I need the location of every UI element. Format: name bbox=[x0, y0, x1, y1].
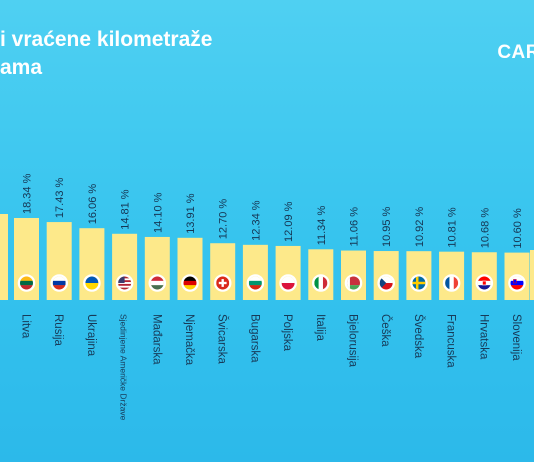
category-label-svicarska: Švicarska bbox=[216, 314, 229, 364]
sweden-flag-icon bbox=[412, 276, 426, 290]
category-label-bjelorusija: Bjelorusija bbox=[347, 314, 359, 368]
value-label-bugarska: 12.34 % bbox=[250, 200, 262, 241]
value-label-francuska: 10.81 % bbox=[447, 207, 459, 248]
value-label-hrvatska: 10.68 % bbox=[479, 208, 491, 249]
chart-title-line-2: ama bbox=[0, 56, 43, 79]
germany-flag-icon bbox=[183, 276, 197, 290]
value-label-svicarska: 12.70 % bbox=[218, 199, 230, 240]
value-label-ma-arska: 14.10 % bbox=[152, 192, 164, 233]
bulgaria-flag-icon bbox=[248, 276, 262, 290]
value-label-slovenija: 10.60 % bbox=[512, 208, 524, 249]
flag-ring bbox=[279, 274, 297, 292]
czechia-flag-icon bbox=[379, 276, 393, 290]
chart-title: i vraćene kilometraže ama bbox=[0, 26, 212, 82]
switzerland-flag-icon bbox=[216, 276, 230, 290]
flag-ring bbox=[410, 274, 428, 292]
category-label-ma-arska: Mađarska bbox=[150, 314, 162, 365]
value-label-ceska: 10.95 % bbox=[381, 206, 393, 247]
category-label-slovenija: Slovenija bbox=[510, 314, 522, 361]
flag-ring bbox=[246, 274, 265, 292]
category-label-ceska: Češka bbox=[379, 314, 392, 347]
ukraine-flag-icon bbox=[85, 276, 99, 290]
value-label-poljska: 12.09 % bbox=[283, 201, 295, 242]
brand-logo: CAR bbox=[497, 42, 534, 63]
flag-ring bbox=[508, 274, 526, 292]
value-label-ukrajina: 16.06 % bbox=[87, 184, 99, 225]
category-label-italija: Italija bbox=[314, 314, 326, 341]
poland-flag-icon bbox=[281, 276, 295, 290]
value-label-rusija: 17.43 % bbox=[54, 177, 66, 218]
category-label-rusija: Rusija bbox=[52, 314, 64, 347]
category-label-ukrajina: Ukrajina bbox=[85, 314, 97, 357]
category-label-hrvatska: Hrvatska bbox=[477, 314, 489, 360]
category-label-svedska: Švedska bbox=[412, 314, 425, 359]
flag-ring bbox=[377, 274, 395, 292]
flag-ring bbox=[148, 274, 167, 292]
usa-flag-icon bbox=[118, 276, 132, 290]
value-label-svedska: 10.92 % bbox=[414, 207, 426, 248]
chart-title-line-1: i vraćene kilometraže bbox=[0, 28, 213, 51]
russia-flag-icon bbox=[52, 276, 66, 290]
flag-ring bbox=[311, 274, 330, 292]
category-label-litva: Litva bbox=[20, 314, 32, 339]
bar-partial-right bbox=[530, 250, 534, 300]
flag-ring bbox=[50, 274, 68, 292]
value-label-bjelorusija: 11.06 % bbox=[349, 207, 361, 247]
belarus-flag-icon bbox=[347, 276, 360, 290]
category-label-francuska: Francuska bbox=[445, 314, 457, 368]
category-label-poljska: Poljska bbox=[281, 314, 293, 352]
flag-ring bbox=[475, 274, 494, 292]
slovenia-flag-icon bbox=[510, 276, 524, 290]
flag-ring bbox=[181, 274, 199, 292]
category-label-bugarska: Bugarska bbox=[248, 314, 260, 363]
bar-partial-left bbox=[0, 214, 8, 300]
france-flag-icon bbox=[445, 276, 459, 290]
value-label-sjedinjene-americke-drzave: 14.81 % bbox=[120, 189, 132, 230]
bar-poljska bbox=[275, 245, 301, 300]
value-label-njemacka: 13.91 % bbox=[185, 193, 197, 234]
flag-ring bbox=[83, 274, 101, 292]
flag-ring bbox=[213, 274, 232, 292]
hungary-flag-icon bbox=[150, 276, 164, 290]
category-label-sjedinjene-americke-drzave: Sjedinjene Američke Države bbox=[119, 314, 129, 421]
category-label-njemacka: Njemačka bbox=[183, 314, 195, 366]
flag-ring bbox=[115, 274, 134, 292]
flag-ring bbox=[344, 274, 363, 292]
value-label-italija: 11.34 % bbox=[316, 206, 328, 246]
flag-ring bbox=[442, 274, 461, 292]
lithuania-flag-icon bbox=[20, 276, 33, 290]
croatia-flag-icon bbox=[477, 276, 491, 290]
value-label-litva: 18.34 % bbox=[22, 173, 34, 214]
flag-ring bbox=[17, 274, 36, 292]
italy-flag-icon bbox=[314, 276, 328, 290]
